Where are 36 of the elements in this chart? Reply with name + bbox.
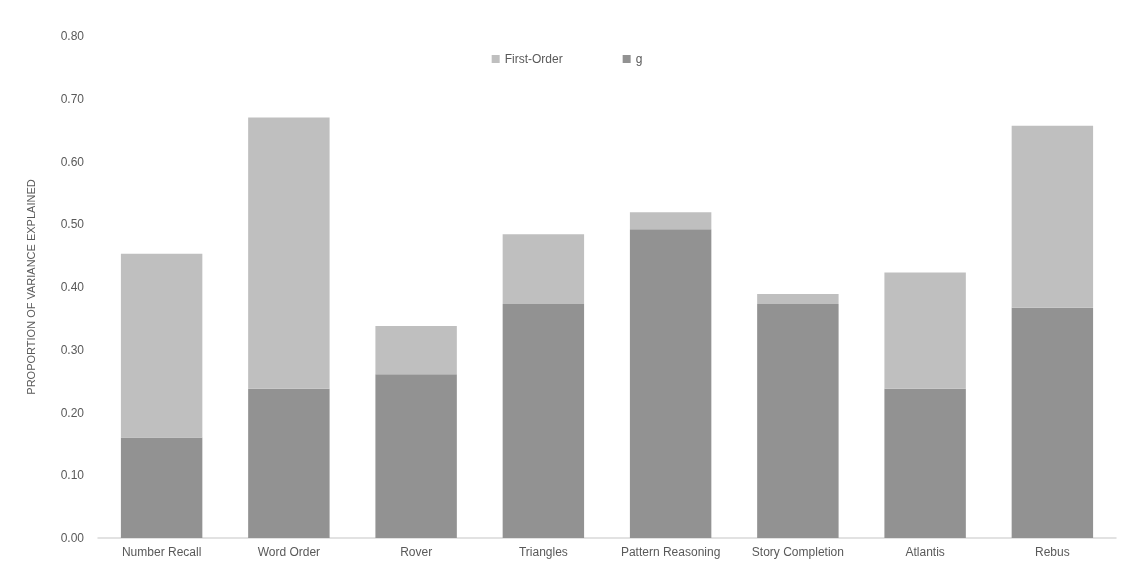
- x-tick-label: Triangles: [518, 545, 568, 559]
- bar: [1011, 307, 1094, 538]
- bar: [502, 234, 585, 304]
- y-tick-label: 0.20: [60, 405, 85, 420]
- bar: [248, 117, 330, 389]
- x-tick-label: Rebus: [1035, 545, 1070, 559]
- y-tick-label: 0.10: [60, 468, 85, 483]
- y-tick-label: 0.80: [60, 29, 85, 43]
- bar: [629, 229, 712, 538]
- legend-label: g: [635, 52, 643, 66]
- bar: [375, 374, 457, 538]
- bar: [248, 388, 330, 538]
- x-tick-label: Word Order: [257, 545, 321, 559]
- x-tick-label: Story Completion: [751, 545, 844, 559]
- bar: [884, 272, 966, 389]
- bar: [375, 325, 457, 375]
- x-tick-label: Rover: [400, 545, 433, 559]
- y-tick-label: 0.60: [60, 154, 85, 169]
- bar: [502, 303, 585, 538]
- bar: [120, 253, 203, 438]
- y-tick-label: 0.00: [60, 531, 85, 545]
- y-axis-title: PROPORTION OF VARIANCE EXPLAINED: [24, 179, 37, 395]
- legend-label: First-Order: [504, 52, 563, 66]
- bar: [1011, 125, 1094, 308]
- x-tick-label: Atlantis: [905, 545, 945, 559]
- bar: [629, 212, 712, 230]
- y-tick-label: 0.40: [60, 280, 85, 294]
- bar: [120, 437, 203, 538]
- y-tick-label: 0.50: [60, 217, 85, 232]
- y-tick-label: 0.70: [60, 91, 85, 106]
- y-tick-label: 0.30: [60, 342, 85, 357]
- x-tick-label: Number Recall: [121, 545, 202, 559]
- x-tick-label: Pattern Reasoning: [620, 545, 721, 559]
- bar: [757, 293, 839, 304]
- bar: [884, 388, 966, 538]
- bar: [757, 303, 839, 538]
